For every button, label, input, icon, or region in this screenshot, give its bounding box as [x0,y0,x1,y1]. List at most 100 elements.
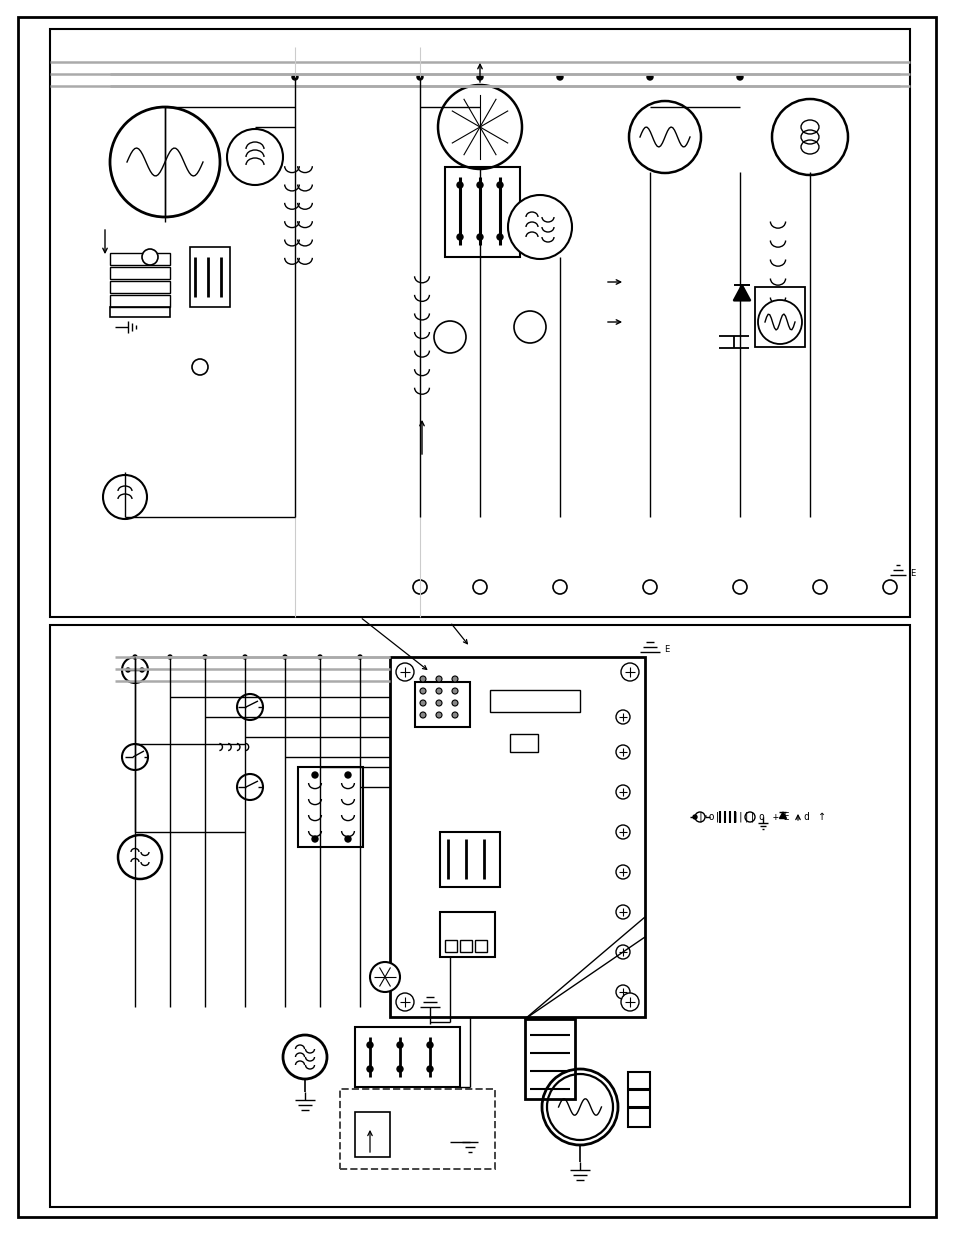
Bar [110,308,170,317]
Circle shape [395,663,414,680]
Text: o: o [758,811,763,823]
Bar [355,1112,390,1157]
Circle shape [436,676,441,682]
Circle shape [476,74,482,80]
Circle shape [620,663,639,680]
Bar [297,767,363,847]
Circle shape [436,688,441,694]
Bar [339,1089,495,1170]
Circle shape [227,128,283,185]
Bar [110,282,170,293]
Text: E: E [909,568,914,578]
Circle shape [396,1042,402,1049]
Circle shape [203,655,207,659]
Circle shape [476,233,482,240]
Circle shape [427,1042,433,1049]
Circle shape [118,835,162,879]
Circle shape [616,745,629,760]
Circle shape [497,182,502,188]
Circle shape [367,1066,373,1072]
Bar [510,734,537,752]
Bar [50,625,909,1207]
Circle shape [553,580,566,594]
Text: +-E: +-E [772,811,790,823]
Circle shape [370,962,399,992]
Circle shape [616,710,629,724]
Bar [110,295,170,308]
Circle shape [616,986,629,999]
Circle shape [312,772,317,778]
Circle shape [744,811,754,823]
Circle shape [732,580,746,594]
Circle shape [616,864,629,879]
Circle shape [427,1066,433,1072]
Circle shape [132,655,137,659]
Circle shape [236,774,263,800]
Bar [475,940,486,952]
Circle shape [473,580,486,594]
Circle shape [317,655,322,659]
Circle shape [616,825,629,839]
Bar [627,1072,649,1128]
Text: |·o|: |·o| [698,811,720,823]
Circle shape [140,668,144,672]
Circle shape [692,815,697,819]
Circle shape [452,688,457,694]
Circle shape [616,945,629,960]
Circle shape [416,74,422,80]
Circle shape [413,580,427,594]
Circle shape [557,74,562,80]
Bar [439,832,499,887]
Circle shape [476,182,482,188]
Circle shape [126,668,130,672]
Circle shape [419,713,426,718]
Circle shape [395,993,414,1011]
Circle shape [103,475,147,519]
Bar [190,247,230,308]
Circle shape [695,811,704,823]
Circle shape [168,655,172,659]
Circle shape [812,580,826,594]
Circle shape [514,311,545,343]
Bar [444,167,519,257]
Text: E: E [663,645,669,653]
Circle shape [620,993,639,1011]
Circle shape [419,700,426,706]
Bar [415,682,470,727]
Circle shape [507,195,572,259]
Circle shape [758,300,801,345]
Circle shape [497,233,502,240]
Circle shape [452,700,457,706]
Circle shape [541,1070,618,1145]
Circle shape [456,182,462,188]
Circle shape [110,107,220,217]
Circle shape [142,249,158,266]
Polygon shape [733,285,750,300]
Circle shape [616,785,629,799]
Circle shape [882,580,896,594]
Circle shape [396,1066,402,1072]
Circle shape [419,688,426,694]
Circle shape [456,233,462,240]
Bar [490,690,579,713]
Circle shape [434,321,465,353]
Circle shape [628,101,700,173]
Circle shape [357,655,361,659]
Circle shape [436,713,441,718]
Circle shape [771,99,847,175]
Bar [754,287,804,347]
Circle shape [192,359,208,375]
Circle shape [452,713,457,718]
Polygon shape [779,811,785,819]
Circle shape [312,836,317,842]
Circle shape [646,74,652,80]
Circle shape [546,1074,613,1140]
Bar [444,940,456,952]
Bar [439,911,495,957]
Circle shape [122,657,148,683]
Circle shape [436,700,441,706]
Circle shape [283,1035,327,1079]
Circle shape [345,836,351,842]
Circle shape [642,580,657,594]
Circle shape [345,772,351,778]
